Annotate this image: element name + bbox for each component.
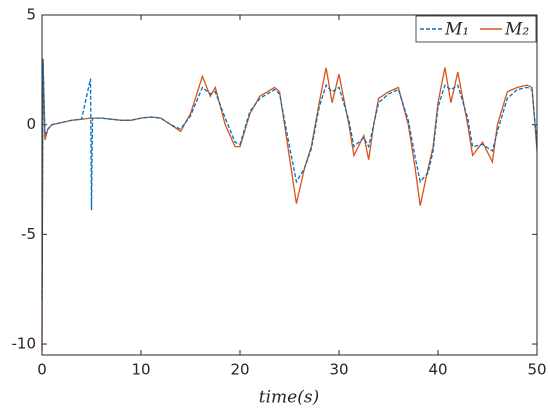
x-axis-label: time(s) (259, 388, 319, 408)
series-line (41, 58, 538, 351)
x-tick-label: 30 (329, 361, 348, 379)
x-tick-label: 40 (428, 361, 447, 379)
y-tick-label: 5 (26, 6, 36, 24)
x-tick-label: 20 (230, 361, 249, 379)
x-tick-label: 50 (527, 361, 546, 379)
x-tick-label: 10 (131, 361, 150, 379)
series-line (41, 58, 538, 301)
legend-label: M₂ (504, 20, 529, 40)
legend-label: M₁ (444, 20, 469, 40)
y-tick-label: -5 (21, 225, 36, 243)
x-tick-label: 0 (37, 361, 47, 379)
y-tick-label: 0 (26, 115, 36, 133)
plot-area (42, 15, 537, 355)
axes-box (41, 14, 538, 356)
y-tick-label: -10 (12, 335, 37, 353)
